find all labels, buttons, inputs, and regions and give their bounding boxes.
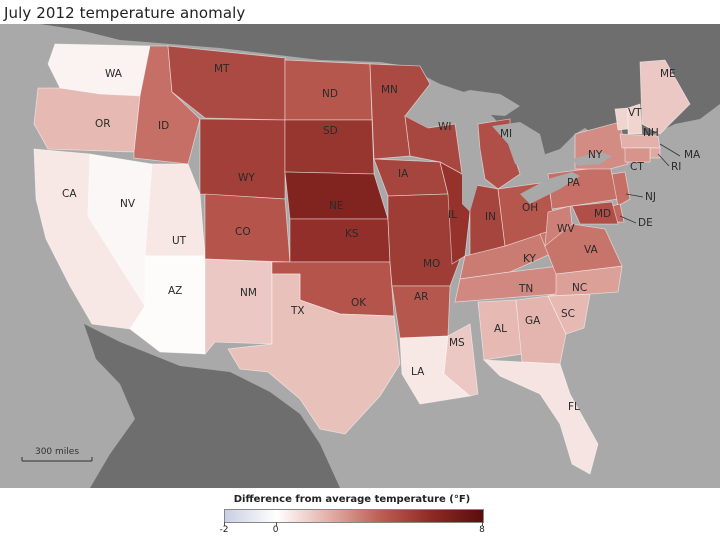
state-label-nc: NC — [572, 282, 587, 294]
lake-michigan — [462, 128, 480, 212]
state-nm[interactable] — [204, 258, 273, 356]
state-label-ut: UT — [172, 235, 187, 247]
lake-huron — [492, 122, 545, 169]
state-label-wi: WI — [438, 121, 451, 133]
state-label-nh: NH — [643, 127, 659, 139]
state-label-va: VA — [584, 244, 599, 256]
map-svg: 300 miles WA OR CA NV ID MT WY UT AZ CO NM ND SD NE KS… — [0, 24, 720, 488]
state-label-ar: AR — [414, 291, 428, 303]
legend-tick-mark — [482, 522, 483, 526]
state-label-nj: NJ — [645, 191, 656, 203]
leader-line-de — [619, 215, 637, 224]
state-label-wa: WA — [105, 68, 123, 80]
legend-tick-label: 0 — [272, 525, 279, 535]
state-tx[interactable] — [227, 273, 401, 435]
state-label-co: CO — [235, 226, 251, 238]
legend-tick-label: 8 — [479, 525, 485, 535]
state-or[interactable] — [33, 87, 141, 153]
leader-line-ri — [657, 153, 670, 167]
states-layer — [33, 43, 691, 475]
state-ct[interactable] — [624, 147, 651, 163]
state-label-la: LA — [411, 366, 425, 378]
page-title: July 2012 temperature anomaly — [4, 4, 246, 22]
state-label-az: AZ — [168, 285, 182, 297]
state-label-ne: NE — [329, 200, 344, 212]
state-label-wv: WV — [557, 223, 575, 235]
state-label-me: ME — [660, 68, 676, 80]
color-legend: Difference from average temperature (°F)… — [219, 494, 485, 538]
state-label-mi: MI — [500, 128, 512, 140]
state-label-al: AL — [494, 323, 507, 335]
lake-ontario — [572, 152, 612, 166]
state-label-md: MD — [594, 208, 611, 220]
state-label-mt: MT — [214, 63, 230, 75]
state-label-ky: KY — [523, 253, 537, 265]
state-label-sc: SC — [561, 308, 575, 320]
state-label-mn: MN — [381, 84, 398, 96]
legend-tick-mark — [224, 522, 225, 526]
state-ia[interactable] — [373, 158, 449, 197]
scale-bar-label: 300 miles — [35, 447, 79, 457]
state-labels: WA OR CA NV ID MT WY UT AZ CO NM ND SD NE KS OK TX MN IA MO… — [62, 63, 701, 413]
state-label-ms: MS — [449, 337, 465, 349]
state-ks[interactable] — [289, 218, 391, 263]
lake-erie — [520, 172, 580, 204]
state-label-nv: NV — [120, 198, 136, 210]
state-label-ks: KS — [345, 228, 359, 240]
leader-line-ma — [659, 143, 681, 157]
state-label-ia: IA — [398, 168, 409, 180]
scale-bar: 300 miles — [21, 447, 93, 462]
temperature-anomaly-map[interactable]: 300 miles WA OR CA NV ID MT WY UT AZ CO NM ND SD NE KS… — [0, 24, 720, 488]
state-label-tx: TX — [290, 305, 305, 317]
mexico-land — [84, 324, 340, 488]
state-mt[interactable] — [167, 45, 286, 121]
state-ut[interactable] — [144, 163, 206, 257]
state-label-sd: SD — [323, 125, 338, 137]
state-label-pa: PA — [567, 177, 581, 189]
state-label-wy: WY — [238, 172, 255, 184]
state-label-il: IL — [448, 209, 457, 221]
state-label-ca: CA — [62, 188, 77, 200]
state-ga[interactable] — [515, 295, 567, 365]
canada-land — [0, 24, 720, 156]
state-label-or: OR — [95, 118, 111, 130]
state-label-fl: FL — [568, 401, 580, 413]
state-label-nd: ND — [322, 88, 338, 100]
state-label-ct: CT — [630, 161, 644, 173]
lake-superior — [405, 90, 520, 128]
state-label-nm: NM — [240, 287, 257, 299]
state-label-ma: MA — [684, 149, 701, 161]
state-label-ny: NY — [588, 149, 603, 161]
legend-tick-mark — [275, 522, 277, 526]
state-md[interactable] — [571, 201, 619, 225]
state-label-in: IN — [485, 211, 496, 223]
state-fl[interactable] — [482, 359, 599, 475]
state-ri[interactable] — [649, 147, 661, 159]
legend-color-bar — [224, 509, 484, 523]
state-label-ri: RI — [671, 161, 681, 173]
state-wv[interactable] — [544, 205, 573, 247]
state-label-ga: GA — [525, 315, 541, 327]
state-label-ok: OK — [351, 297, 367, 309]
state-label-id: ID — [158, 120, 169, 132]
state-label-mo: MO — [423, 258, 440, 270]
legend-title: Difference from average temperature (°F) — [233, 494, 471, 505]
leader-line-nj — [625, 193, 644, 198]
legend-tick-label: -2 — [219, 525, 229, 535]
state-me[interactable] — [639, 59, 691, 135]
state-nh[interactable] — [627, 103, 643, 135]
state-label-oh: OH — [522, 202, 538, 214]
state-ms[interactable] — [443, 323, 479, 397]
state-nj[interactable] — [611, 171, 631, 207]
state-label-vt: VT — [628, 107, 642, 119]
state-label-de: DE — [638, 217, 653, 229]
state-label-tn: TN — [518, 283, 533, 295]
state-wy[interactable] — [199, 118, 286, 200]
